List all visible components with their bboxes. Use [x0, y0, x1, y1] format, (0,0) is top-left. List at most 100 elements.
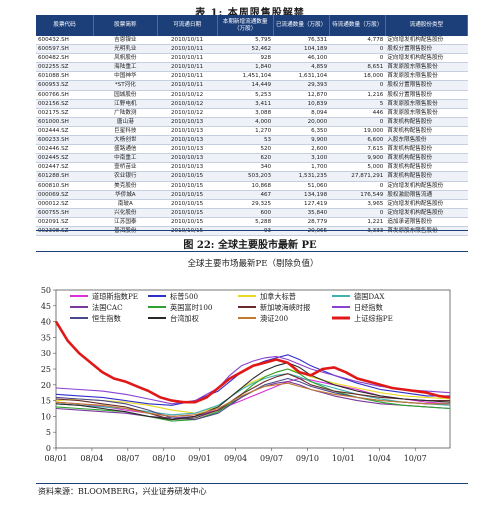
table-cell: 53: [217, 135, 274, 146]
legend-bg: [68, 291, 156, 301]
table-cell: 普洱股份: [93, 226, 158, 237]
series-line: [55, 377, 451, 417]
table-cell: 1,631,104: [273, 71, 330, 82]
table-cell: 2010/10/11: [157, 36, 218, 46]
series-line: [55, 355, 451, 405]
table-cell: 美克股份: [93, 181, 158, 191]
table-row: 002308.SZ普洱股份2010/10/159320,0653,333首发原股…: [36, 226, 468, 237]
y-tick-label: 40: [41, 318, 51, 327]
table-cell: 农业银行: [93, 171, 158, 182]
figure-rule: [36, 251, 468, 252]
table-cell: 52,462: [217, 44, 274, 55]
table-cell: 2010/10/15: [157, 217, 218, 227]
x-tick-label: 10/04: [368, 454, 391, 463]
table-cell: 2010/10/15: [157, 226, 218, 237]
source-note: 资料来源：BLOOMBERG，兴业证券研发中心: [38, 487, 207, 496]
table-row: 600233.SH 大杨创世 2010/10/13 53 9,900 6,600 入股东限售…: [36, 135, 468, 146]
table-header-cell: 流通股份类型: [385, 15, 469, 36]
legend-label: 台湾加权: [170, 314, 199, 323]
table-cell: 2010/10/13: [157, 153, 218, 164]
table-cell: 入股东限售股份: [385, 135, 468, 146]
table-row: 002255.SZ 海陆重工 2010/10/11 1,840 4,859 8,651 首发…: [36, 62, 468, 73]
table-cell: 华侨城A: [93, 190, 158, 200]
table-row: 601088.SH 中国神华 2010/10/11 1,451,104 1,631,10…: [36, 71, 468, 82]
table-cell: 6,600: [329, 135, 386, 146]
series-line: [54, 320, 451, 404]
table-cell: 2010/10/11: [157, 80, 218, 91]
table-cell: 467: [217, 190, 274, 200]
table-cell: 600482.SH: [36, 53, 94, 64]
table-cell: 南玻A: [93, 199, 158, 209]
table-row: 600810.SH 美克股份 2010/10/15 10,868 51,060 0 定向增发…: [36, 181, 468, 191]
table-cell: 29,325: [217, 199, 274, 209]
table-cell: 江野电机: [93, 99, 158, 109]
y-tick-label: 5: [46, 428, 51, 437]
table-cell: 10,868: [217, 181, 274, 191]
series-line: [55, 368, 451, 414]
table-cell: 巨星科技: [93, 126, 158, 137]
table-cell: 600233.SH: [36, 135, 94, 146]
table-cell: 5: [329, 99, 386, 109]
table-cell: 5,288: [217, 217, 274, 227]
lockup-table: 股票代码 股票简称 可流通日期 本期新增流通数量（万股） 已流通数量（万股） 待…: [36, 15, 469, 237]
table-row: 002091.SZ 江苏国泰 2010/10/15 5,288 28,779 1,221 追…: [36, 217, 468, 227]
table-header-cell: 本期新增流通数量（万股）: [217, 15, 274, 36]
table-cell: 2010/10/15: [157, 199, 218, 209]
table-cell: 2010/10/12: [157, 108, 218, 118]
table-cell: 002446.SZ: [36, 144, 94, 155]
table-cell: 首发机构配售股份: [385, 153, 468, 164]
legend-bg: [68, 302, 156, 312]
table-cell: 1,216: [329, 90, 386, 100]
legend-label: 恒生指数: [92, 314, 121, 323]
legend-bg: [330, 291, 418, 301]
y-tick-label: 30: [41, 349, 51, 358]
table-cell: 首发原股东限售股份: [385, 71, 468, 82]
table-row: 600597.SH 光明乳业 2010/10/11 52,462 104,189 0 股权分…: [36, 44, 468, 55]
table-cell: 广陆数测: [93, 108, 158, 118]
table-cell: 600810.SH: [36, 181, 94, 191]
legend-label: 日经指数: [354, 303, 383, 312]
table-cell: 3,965: [329, 199, 386, 209]
table-cell: 10,839: [273, 99, 330, 109]
table-cell: 1,451,104: [217, 71, 274, 82]
table-cell: 28,779: [273, 217, 330, 227]
figure-title: 图 22: 全球主要股市最新 PE: [183, 240, 317, 251]
table-cell: 600597.SH: [36, 44, 94, 55]
x-tick-label: 09/04: [224, 454, 247, 463]
y-tick-label: 20: [41, 381, 51, 390]
y-tick-label: 0: [46, 444, 51, 453]
table-cell: 176,549: [329, 190, 386, 200]
table-cell: 首发机构配售股份: [385, 126, 468, 137]
table-cell: 002175.SZ: [36, 108, 94, 118]
y-tick-label: 45: [41, 302, 51, 311]
y-tick-label: 25: [41, 365, 51, 374]
x-tick-label: 09/10: [296, 454, 319, 463]
table-cell: 定向增发机构配售股份: [385, 53, 468, 64]
table-cell: 134,198: [273, 190, 330, 200]
table-cell: 002444.SZ: [36, 126, 94, 137]
table-cell: 股权分置限售股份: [385, 44, 468, 55]
source-rule: [36, 483, 468, 484]
table-cell: 2010/10/11: [157, 71, 218, 82]
table-row: 600953.SZ *ST河化 2010/10/11 14,449 29,393 0 股权分…: [36, 80, 468, 91]
table-cell: 7,615: [329, 144, 386, 155]
table-cell: 江苏国泰: [93, 217, 158, 227]
table-cell: 002308.SZ: [36, 226, 94, 237]
table-cell: 首发机构配售股份: [385, 144, 468, 155]
table-row: 002446.SZ 盛路通信 2010/10/13 520 2,600 7,615 首发机构…: [36, 144, 468, 155]
table-cell: 601288.SH: [36, 171, 94, 182]
table-cell: 0: [329, 44, 386, 55]
table-cell: 定向增发机构配售股份: [385, 181, 468, 191]
x-tick-label: 09/07: [260, 454, 283, 463]
table-cell: 20,000: [273, 117, 330, 127]
table-cell: 2010/10/13: [157, 135, 218, 146]
x-tick-label: 09/01: [188, 454, 211, 463]
table-header-cell: 待流通数量（万股）: [329, 15, 386, 36]
table-row: 600482.SH 风帆股份 2010/10/11 928 46,100 0 定向增发机构配…: [36, 53, 468, 64]
pe-line-chart: 全球主要市场最新PE（剔除负值） 0 5 10 15 20 25 30 35 40 45 50 08/0…: [41, 258, 451, 463]
legend-label: 澳证200: [260, 314, 289, 323]
table-cell: 3,100: [273, 153, 330, 164]
table-cell: 928: [217, 53, 274, 64]
table-cell: 2010/10/11: [157, 53, 218, 64]
table-header-row: 股票代码 股票简称 可流通日期 本期新增流通数量（万股） 已流通数量（万股） 待…: [36, 15, 469, 36]
